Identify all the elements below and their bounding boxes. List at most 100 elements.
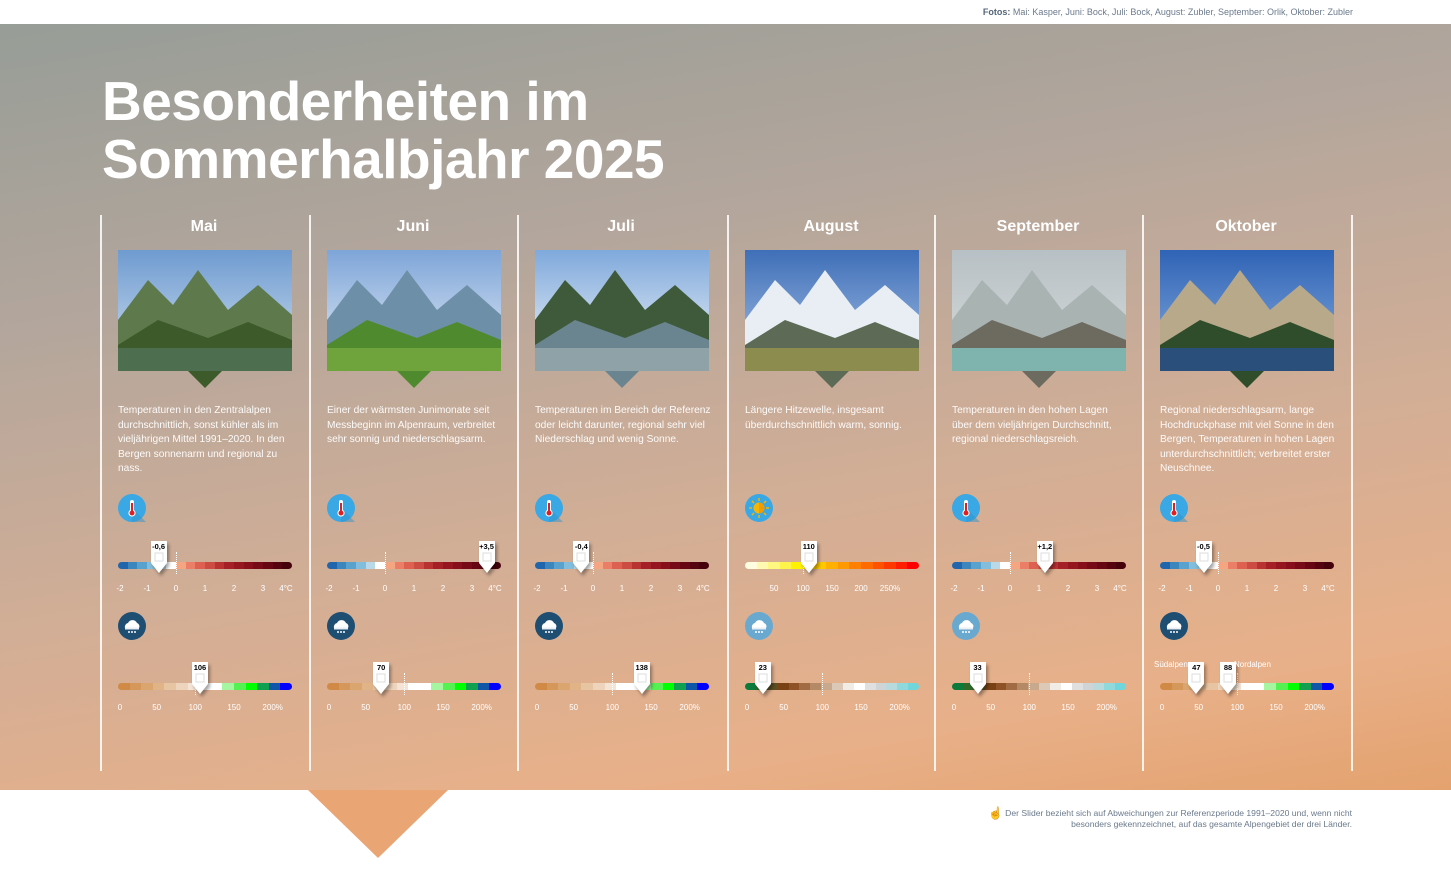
photo-credits: Fotos: Mai: Kasper, Juni: Bock, Juli: Bo… [982, 7, 1353, 17]
scale-segment [984, 683, 996, 690]
value-marker[interactable]: 88 [1219, 661, 1237, 695]
scale-tick-label: 50 [361, 703, 371, 712]
scale-segment [224, 562, 235, 569]
scale-segment [419, 683, 432, 690]
scale-tick-label: 0 [173, 584, 179, 593]
scale-tick-label: 50 [779, 703, 789, 712]
temperature-scale-bar [118, 562, 293, 569]
scale-segment [651, 562, 661, 569]
scale-segment [408, 683, 420, 690]
value-marker[interactable]: 23 [754, 661, 772, 695]
scale-segment [670, 562, 681, 569]
month-description: Längere Hitzewelle, insgesamt überdurchs… [745, 405, 902, 431]
value-marker[interactable]: 33 [969, 661, 987, 695]
month-photo [535, 250, 709, 388]
month-photo [952, 250, 1126, 388]
scale-segment [799, 683, 811, 690]
scale-segment [1082, 683, 1094, 690]
value-marker[interactable]: 138 [633, 661, 651, 695]
value-marker[interactable]: 70 [372, 661, 390, 695]
scale-tick-label: 150 [825, 584, 839, 593]
scale-segment [689, 562, 700, 569]
scale-segment [832, 683, 843, 690]
scale-segment [627, 683, 640, 690]
scale-tick-label: -2 [950, 584, 958, 593]
thermometer-icon [1160, 494, 1188, 522]
scale-segment [554, 562, 565, 569]
scale-segment [779, 562, 792, 569]
scale-segment [1247, 562, 1257, 569]
column-divider [100, 215, 102, 771]
scale-segment [1183, 683, 1195, 690]
scale-segment [118, 683, 130, 690]
scale-segment [1295, 562, 1306, 569]
scale-tick-label: 4°C [279, 584, 293, 593]
scale-tick-label: -1 [560, 584, 568, 593]
month-photo [118, 250, 292, 388]
scale-segment [995, 683, 1007, 690]
scale-segment [129, 683, 142, 690]
scale-segment [141, 683, 153, 690]
month-description: Einer der wärmsten Junimonate seit Messb… [327, 405, 496, 446]
scale-segment [1305, 562, 1315, 569]
region-label-south: Südalpen [1154, 660, 1188, 669]
scale-tick-label: 0 [534, 703, 540, 712]
value-marker[interactable]: -0,5 [1195, 540, 1213, 574]
scale-tick-label: 3 [469, 584, 475, 593]
value-marker[interactable]: 47 [1187, 661, 1205, 695]
scale-segment [1097, 562, 1107, 569]
scale-tick-label: 50 [769, 584, 779, 593]
value-marker[interactable]: -0,6 [150, 540, 168, 574]
scale-tick-label: 100 [796, 584, 810, 593]
scale-segment [185, 562, 196, 569]
scale-tick-label: 200% [262, 703, 283, 712]
scale-segment [1077, 562, 1088, 569]
scale-tick-label: 3 [1302, 584, 1308, 593]
scale-tick-label: 150 [854, 703, 868, 712]
column-divider [1351, 215, 1353, 771]
scale-segment [282, 562, 293, 569]
scale-tick-label: 200% [889, 703, 910, 712]
scale-tick-label: 4°C [696, 584, 710, 593]
value-marker[interactable]: -0,4 [572, 540, 590, 574]
scale-tick-label: -1 [352, 584, 360, 593]
scale-segment [768, 562, 780, 569]
scale-segment [147, 562, 157, 569]
scale-tick-label: 0 [382, 584, 388, 593]
value-marker[interactable]: 106 [191, 661, 209, 695]
scale-segment [564, 562, 574, 569]
scale-tick-label: -1 [143, 584, 151, 593]
scale-segment [205, 562, 215, 569]
scale-segment [961, 562, 972, 569]
scale-segment [1087, 562, 1098, 569]
scale-segment [788, 683, 800, 690]
scale-tick-label: 150 [1269, 703, 1283, 712]
month-name: Juni [396, 218, 430, 235]
scale-segment [616, 683, 628, 690]
reference-line [1029, 673, 1031, 695]
value-marker[interactable]: +1,2 [1036, 540, 1054, 574]
scale-segment [1322, 683, 1334, 690]
scale-segment [1285, 562, 1296, 569]
marker-value: -0,6 [152, 542, 166, 551]
value-marker[interactable]: 110 [800, 540, 818, 574]
scale-segment [280, 683, 292, 690]
scale-tick-label: 0 [951, 703, 957, 712]
scale-segment [166, 562, 177, 569]
month-column-oktober: Oktober Regional niederschlagsarm, lange … [1142, 215, 1350, 771]
scale-segment [1218, 562, 1228, 569]
scale-segment [195, 562, 206, 569]
reference-line [593, 552, 594, 574]
month-name: Juli [607, 218, 635, 235]
scale-segment [907, 562, 919, 569]
scale-segment [1048, 562, 1059, 569]
scale-segment [895, 562, 908, 569]
scale-segment [981, 562, 991, 569]
scale-segment [443, 562, 453, 569]
scale-segment [1106, 562, 1117, 569]
value-marker[interactable]: +3,5 [478, 540, 496, 574]
scale-tick-label: 50 [569, 703, 579, 712]
scale-tick-label: 2 [231, 584, 237, 593]
precipitation-scale-bar [535, 683, 709, 690]
scale-tick-label: 1 [411, 584, 417, 593]
